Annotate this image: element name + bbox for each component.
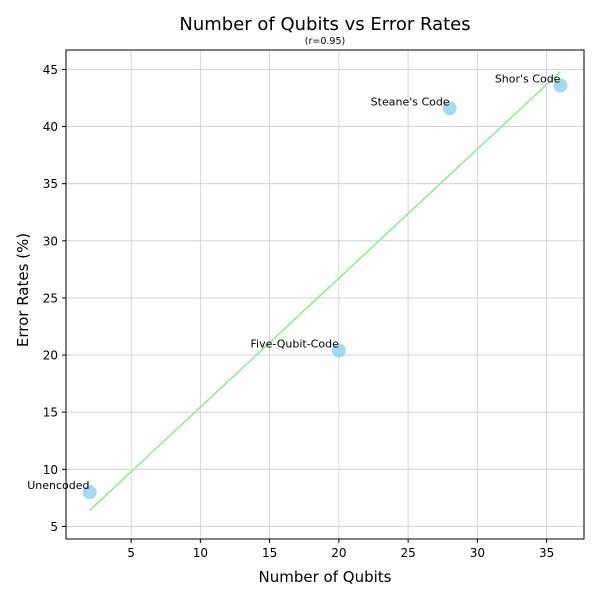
y-tick-label: 35 [43,177,58,191]
data-point [553,78,568,93]
chart-title: Number of Qubits vs Error Rates [179,14,470,35]
y-tick-label: 20 [43,349,58,363]
grid-layer [66,50,584,539]
x-tick-label: 20 [331,546,346,560]
point-labels-layer: Unencoded Five-Qubit-Code Steane's Code Sho… [27,72,560,492]
y-tick-label: 10 [43,463,58,477]
ticks-layer: 5 10 15 20 25 30 35 5 10 15 20 25 30 35 40 45 [43,63,555,560]
y-tick-label: 5 [50,520,58,534]
data-point [331,343,346,358]
y-tick-label: 45 [43,63,58,77]
y-tick-label: 15 [43,406,58,420]
x-tick-label: 35 [539,546,554,560]
data-point [82,485,97,500]
point-label: Five-Qubit-Code [251,337,340,350]
y-tick-label: 25 [43,291,58,305]
x-tick-label: 30 [470,546,485,560]
x-tick-label: 25 [400,546,415,560]
x-tick-label: 15 [262,546,277,560]
x-tick-label: 10 [193,546,208,560]
chart-subtitle: (r=0.95) [305,36,345,47]
y-tick-label: 40 [43,120,58,134]
plot-frame [65,49,585,540]
x-axis-label: Number of Qubits [259,568,392,586]
trendline [89,71,561,512]
y-axis-label: Error Rates (%) [14,233,32,347]
y-tick-label: 30 [43,234,58,248]
x-tick-label: 5 [127,546,135,560]
point-label: Unencoded [27,479,89,492]
point-label: Shor's Code [495,72,561,85]
points-layer [82,78,568,500]
point-label: Steane's Code [371,95,450,108]
data-point [442,101,457,116]
trendline-layer [89,71,561,512]
